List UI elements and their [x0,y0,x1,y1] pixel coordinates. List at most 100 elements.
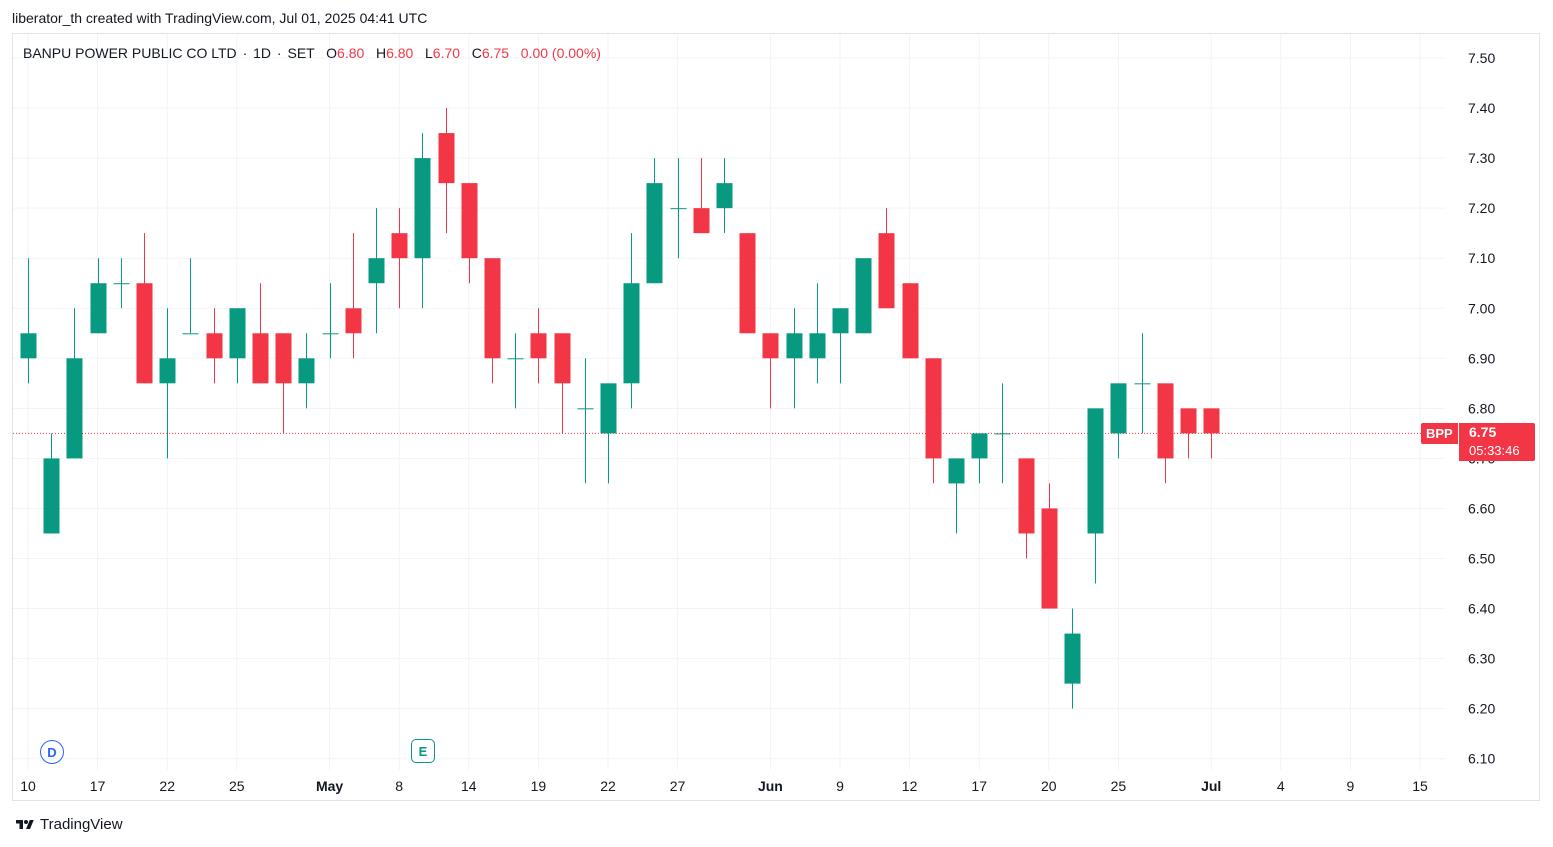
candle [275,333,292,434]
candle-body [414,158,431,259]
candle [298,333,315,409]
candle-body [90,283,107,334]
dividend-marker-icon[interactable]: D [40,740,64,764]
candle [762,333,779,409]
symbol-legend: BANPU POWER PUBLIC CO LTD · 1D · SET O6.… [23,45,601,61]
chart-frame [12,33,1540,801]
chart-caption: liberator_th created with TradingView.co… [12,10,428,26]
exchange: SET [287,45,315,61]
candle-body [693,208,710,234]
time-tick-label: 4 [1277,778,1285,794]
candle [113,258,130,309]
candle-body [20,333,37,359]
candle-body [182,333,199,335]
candle [206,308,223,384]
candle [1134,333,1151,434]
candle [461,183,478,284]
candle-body [1110,383,1127,434]
candle [786,308,803,409]
symbol-price-tag: BPP [1421,423,1458,444]
candle-body [600,383,617,434]
candle-body [1134,383,1151,385]
candle-body [762,333,779,359]
candle-body [1041,508,1058,609]
price-tick-label: 7.00 [1468,300,1495,316]
time-tick-label: 8 [395,778,403,794]
candle-body [1203,408,1220,434]
candle [994,383,1011,484]
time-tick-label: 25 [229,778,245,794]
time-tick-label: 9 [1347,778,1355,794]
time-axis: 10 17 22 25 May 8 14 19 22 27 Jun 9 12 17 20 25 Jul 4 9 15 [20,778,1428,794]
candle-body [66,358,83,459]
high-label: H [375,45,387,61]
tradingview-logo-icon [16,819,34,829]
candle [322,283,339,359]
close-label: C [471,45,482,61]
time-tick-label: 14 [461,778,477,794]
candle [716,158,733,234]
candle-body [136,283,153,384]
candle-body [623,283,640,384]
candle [809,283,826,384]
low-value: 6.70 [432,45,461,61]
price-tick-label: 7.10 [1468,250,1495,266]
candle-body [994,433,1011,435]
time-tick-label: 15 [1412,778,1428,794]
time-tick-label: 17 [971,778,987,794]
candle [646,158,663,284]
price-tick-label: 6.80 [1468,400,1495,416]
price-tick-label: 6.40 [1468,601,1495,617]
price-axis: 7.507.407.307.207.107.006.906.806.706.60… [1468,50,1495,767]
candle-body [716,183,733,209]
candle [159,308,176,459]
candle [670,158,687,259]
candle [90,258,107,334]
candle [391,208,408,309]
low-label: L [425,45,433,61]
time-tick-label: 12 [902,778,918,794]
close-value: 6.75 [481,45,510,61]
candle [66,308,83,459]
open-value: 6.80 [337,45,365,61]
symbol-name: BANPU POWER PUBLIC CO LTD [23,45,237,61]
price-tick-label: 6.10 [1468,751,1495,767]
candle-body [554,333,571,384]
candle [925,358,942,484]
candle-body [902,283,919,359]
time-tick-label: 22 [600,778,616,794]
candle [182,258,199,335]
candle [1203,408,1220,459]
grid [13,34,1445,770]
price-tick-label: 6.30 [1468,651,1495,667]
candle-body [530,333,547,359]
last-price-tag: 6.75 05:33:46 [1459,423,1535,461]
time-tick-label: May [316,778,343,794]
tradingview-brand[interactable]: TradingView [14,816,123,833]
candle [507,333,524,409]
candles [20,108,1220,709]
candle [902,283,919,359]
candle [693,158,710,234]
candle-body [252,333,269,384]
candle-body [971,433,988,459]
time-tick-label: 17 [90,778,106,794]
candle-body [1087,408,1104,534]
price-tick-label: 6.60 [1468,500,1495,516]
open-label: O [326,45,338,61]
candle [600,383,617,484]
earnings-marker-icon[interactable]: E [411,739,435,763]
candle-body [739,233,756,334]
candle [1041,483,1058,609]
candle [414,133,431,309]
bar-countdown: 05:33:46 [1469,443,1520,458]
candle-body [43,458,60,534]
candle-body [368,258,385,284]
candle [878,208,895,309]
candle [368,208,385,334]
time-tick-label: Jun [758,778,783,794]
candle-body [322,333,339,335]
candle [971,433,988,484]
candle [438,108,455,234]
